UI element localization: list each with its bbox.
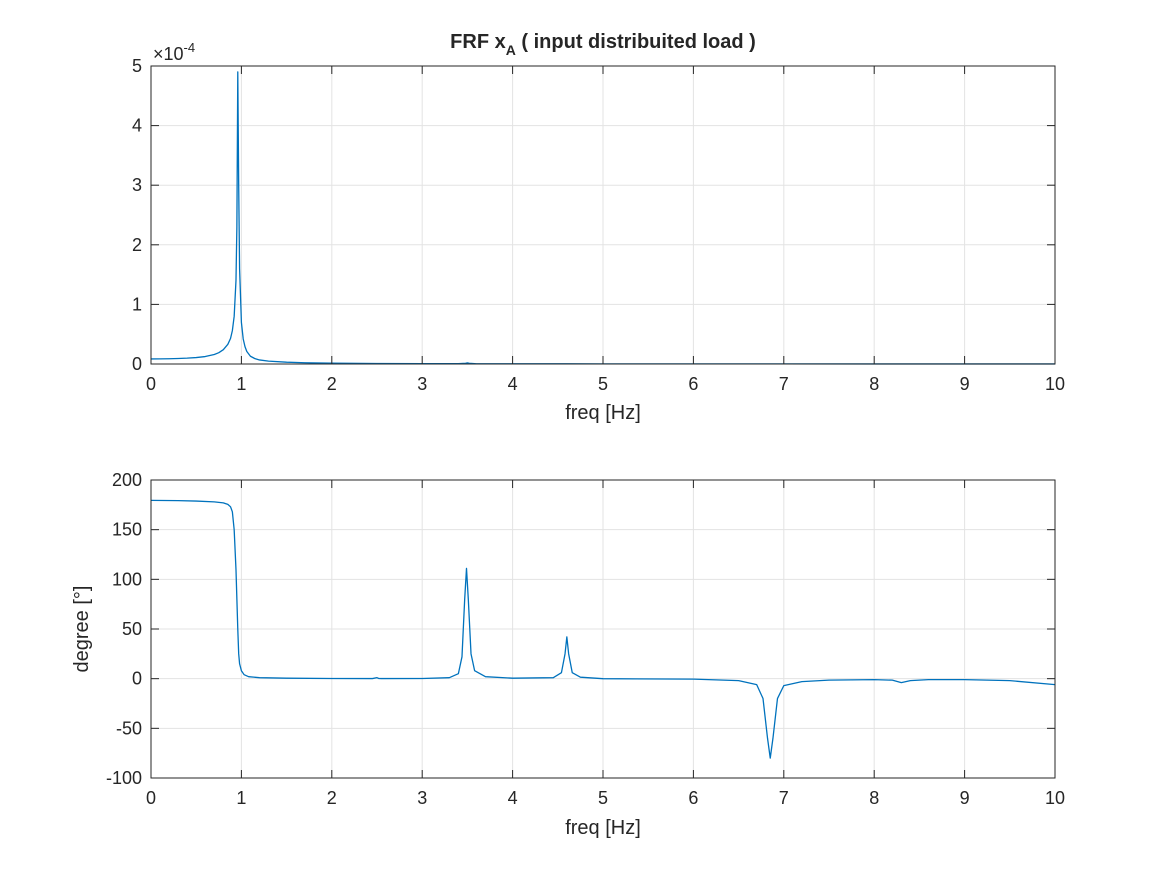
phase-x-tick-label: 10 xyxy=(1045,788,1065,808)
chart-title: FRF xA ( input distribuited load ) xyxy=(450,31,756,58)
chart-title-suffix: ( input distribuited load ) xyxy=(516,31,756,53)
phase-series xyxy=(150,499,1056,759)
phase-y-tick-label: 100 xyxy=(112,569,142,589)
phase-x-tick-label: 4 xyxy=(508,788,518,808)
chart-title-main: FRF x xyxy=(450,31,506,53)
y-exponent-base: ×10 xyxy=(153,44,184,64)
phase-x-tick-label: 0 xyxy=(146,788,156,808)
phase-series-line xyxy=(150,499,1056,759)
phase-x-tick-label: 8 xyxy=(869,788,879,808)
magnitude-x-axis-label: freq [Hz] xyxy=(565,402,641,424)
phase-x-tick-label: 5 xyxy=(598,788,608,808)
magnitude-y-tick-label: 2 xyxy=(132,235,142,255)
phase-y-tick-label: 50 xyxy=(122,619,142,639)
magnitude-y-tick-label: 1 xyxy=(132,294,142,314)
magnitude-x-tick-label: 3 xyxy=(417,374,427,394)
phase-y-axis-label: degree [°] xyxy=(71,586,93,673)
phase-x-tick-label: 3 xyxy=(417,788,427,808)
phase-x-tick-label: 7 xyxy=(779,788,789,808)
phase-x-tick-label: 6 xyxy=(688,788,698,808)
magnitude-axes: 0 1 2 3 4 5 6 7 8 9 10 0 1 2 3 4 5 FRF xA ( input distri… xyxy=(132,31,1065,424)
phase-x-tick-label: 2 xyxy=(327,788,337,808)
magnitude-y-tick-label: 0 xyxy=(132,354,142,374)
phase-y-tick-label: -100 xyxy=(106,768,142,788)
phase-y-tick-label: 0 xyxy=(132,669,142,689)
magnitude-x-tick-label: 5 xyxy=(598,374,608,394)
magnitude-x-tick-label: 6 xyxy=(688,374,698,394)
phase-ticks: 0 1 2 3 4 5 6 7 8 9 10 -100 -50 0 50 100 150 200 xyxy=(106,470,1065,808)
magnitude-x-tick-label: 9 xyxy=(960,374,970,394)
phase-y-tick-label: 150 xyxy=(112,520,142,540)
phase-y-tick-label: -50 xyxy=(116,718,142,738)
magnitude-x-tick-label: 1 xyxy=(236,374,246,394)
magnitude-x-tick-label: 8 xyxy=(869,374,879,394)
magnitude-y-tick-label: 3 xyxy=(132,175,142,195)
chart-title-subscript: A xyxy=(506,42,516,58)
magnitude-y-tick-label: 5 xyxy=(132,56,142,76)
magnitude-y-tick-label: 4 xyxy=(132,116,142,136)
magnitude-x-tick-label: 2 xyxy=(327,374,337,394)
magnitude-x-tick-label: 0 xyxy=(146,374,156,394)
magnitude-x-tick-label: 10 xyxy=(1045,374,1065,394)
magnitude-ticks: 0 1 2 3 4 5 6 7 8 9 10 0 1 2 3 4 5 xyxy=(132,56,1065,394)
phase-x-tick-label: 1 xyxy=(236,788,246,808)
magnitude-x-tick-label: 4 xyxy=(508,374,518,394)
magnitude-x-tick-label: 7 xyxy=(779,374,789,394)
y-exponent-label: ×10-4 xyxy=(153,40,195,64)
phase-y-tick-label: 200 xyxy=(112,470,142,490)
phase-x-axis-label: freq [Hz] xyxy=(565,817,641,839)
phase-axes: 0 1 2 3 4 5 6 7 8 9 10 -100 -50 0 50 100 150 200 freq [Hz… xyxy=(71,470,1065,839)
y-exponent-power: -4 xyxy=(184,40,196,55)
phase-x-tick-label: 9 xyxy=(960,788,970,808)
